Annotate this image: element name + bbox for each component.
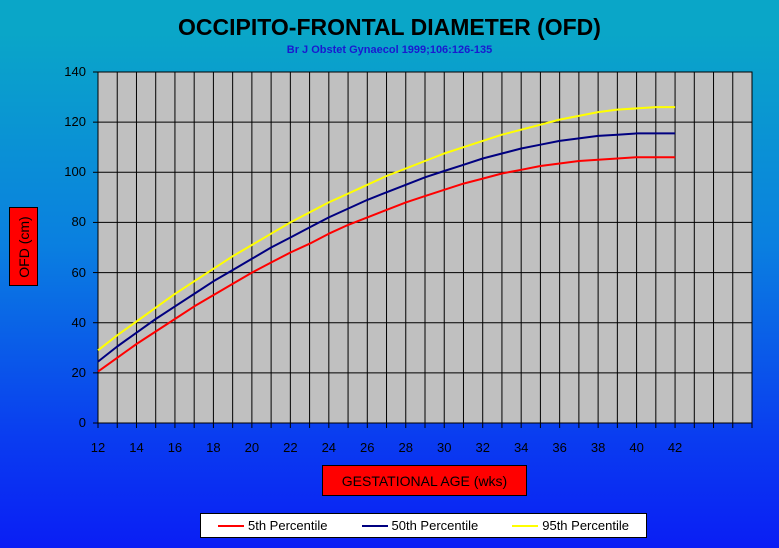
x-tick-label: 34 (513, 440, 529, 455)
legend-item-5th: 5th Percentile (218, 518, 328, 533)
y-tick-label: 120 (64, 114, 86, 130)
x-tick-label: 24 (321, 440, 337, 455)
y-tick-label: 60 (71, 264, 86, 280)
y-tick-label: 140 (64, 64, 86, 79)
series-line-1 (97, 132, 676, 363)
legend-swatch-50th (361, 524, 388, 527)
x-tick-label: 30 (437, 440, 452, 455)
chart-title: OCCIPITO-FRONTAL DIAMETER (OFD) (178, 14, 601, 40)
y-tick-label: 80 (71, 214, 86, 230)
x-tick-label: 38 (590, 440, 606, 455)
legend-item-50th: 50th Percentile (361, 518, 479, 533)
legend-swatch-5th (218, 524, 244, 527)
legend: 5th Percentile 50th Percentile 95th Perc… (200, 513, 647, 538)
x-tick-label: 26 (360, 440, 375, 455)
y-tick-label: 100 (64, 164, 86, 180)
y-tick-label: 20 (71, 364, 86, 380)
y-tick-label: 0 (78, 415, 86, 430)
y-tick-label: 40 (71, 314, 86, 330)
x-tick-label: 20 (244, 440, 260, 455)
x-tick-label: 12 (90, 440, 106, 455)
y-axis-label: OFD (cm) (15, 215, 32, 278)
legend-label-95th: 95th Percentile (542, 518, 629, 533)
x-tick-label: 22 (283, 440, 298, 455)
x-tick-label: 36 (552, 440, 567, 455)
x-tick-label: 32 (475, 440, 490, 455)
x-tick-label: 14 (129, 440, 144, 455)
x-tick-label: 28 (398, 440, 413, 455)
chart-subtitle: Br J Obstet Gynaecol 1999;106:126-135 (286, 44, 493, 56)
x-tick-label: 16 (167, 440, 183, 455)
x-tick-label: 40 (629, 440, 644, 455)
legend-label-50th: 50th Percentile (391, 518, 479, 533)
x-tick-label: 42 (667, 440, 683, 455)
legend-swatch-95th (512, 524, 539, 527)
series-line-0 (97, 156, 676, 373)
series-line-2 (97, 106, 676, 352)
legend-item-95th: 95th Percentile (512, 518, 629, 533)
y-axis-label-box: OFD (cm) (9, 207, 38, 286)
x-tick-label: 18 (206, 440, 221, 455)
legend-label-5th: 5th Percentile (248, 518, 328, 533)
x-axis-label: GESTATIONAL AGE (wks) (322, 465, 527, 496)
